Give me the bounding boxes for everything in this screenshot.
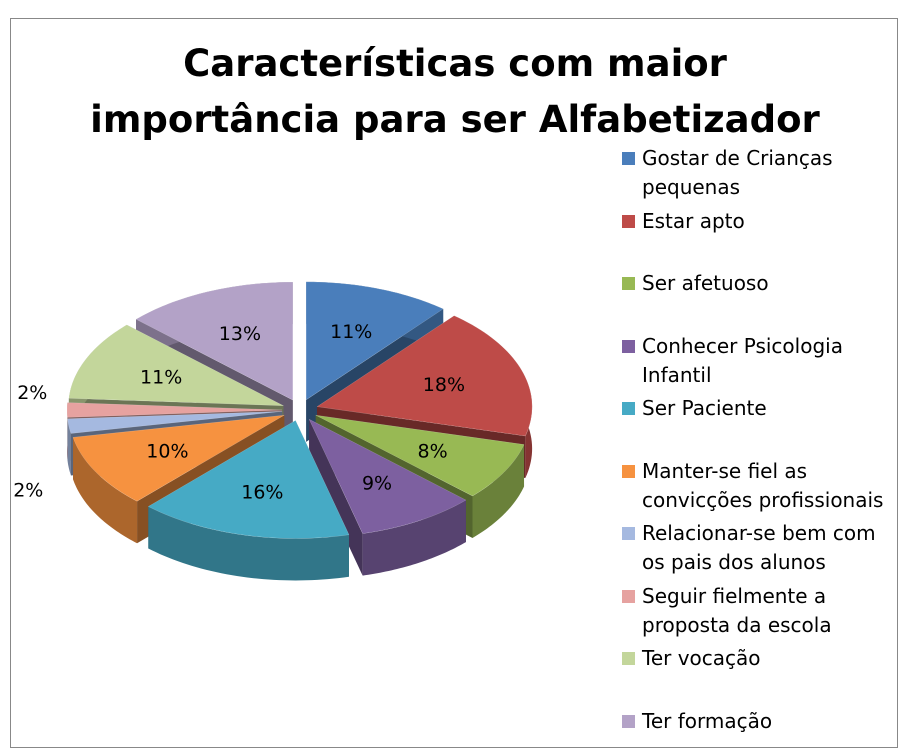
slice (315, 414, 525, 497)
data-label: 10% (146, 440, 188, 462)
legend-swatch (622, 277, 635, 290)
data-label: 11% (330, 321, 372, 343)
legend-swatch (622, 527, 635, 540)
legend-label: Gostar de Crianças pequenas (642, 146, 833, 199)
legend-swatch (622, 652, 635, 665)
legend-item: Conhecer Psicologia Infantil (622, 332, 902, 390)
slice (305, 281, 444, 401)
slice-side (472, 444, 525, 538)
slice-side (73, 437, 138, 544)
legend-swatch (622, 339, 635, 353)
slice-side (148, 506, 349, 581)
data-label: 13% (219, 323, 261, 345)
slice (68, 324, 284, 406)
legend-label: Ter vocação (642, 646, 761, 670)
data-label: 16% (241, 481, 283, 503)
legend-item: Relacionar-se bem com os pais dos alunos (622, 519, 902, 577)
slice (67, 411, 283, 434)
legend-label: Ser Paciente (642, 396, 767, 420)
data-label: 9% (362, 472, 392, 494)
legend-label: Ter formação (642, 708, 773, 733)
legend-swatch (622, 214, 635, 228)
legend-swatch (622, 589, 635, 603)
legend-item: Ter vocação (622, 644, 902, 673)
legend-item: Seguir fielmente a proposta da escola (622, 582, 902, 640)
slice (308, 418, 467, 534)
legend-label: Conhecer Psicologia Infantil (642, 333, 843, 387)
chart-frame (10, 18, 898, 748)
legend-label: Ser afetuoso (642, 271, 769, 295)
legend-label: Manter-se fiel as convicções profissiona… (642, 458, 884, 512)
data-label: 18% (423, 374, 465, 396)
data-label: 2% (13, 479, 43, 501)
data-label: 2% (17, 382, 47, 404)
slice-side (67, 418, 71, 476)
chart-title: importância para ser Alfabetizador (90, 98, 820, 141)
legend-swatch (622, 464, 635, 478)
legend-label: Estar apto (642, 208, 745, 233)
legend-swatch (622, 402, 635, 415)
legend-item: Manter-se fiel as convicções profissiona… (622, 457, 902, 515)
legend-swatch (622, 714, 635, 728)
chart-title: Características com maior (183, 42, 728, 85)
slice-side (309, 419, 363, 576)
legend-swatch (622, 152, 635, 165)
data-label: 8% (418, 440, 448, 462)
slice (316, 315, 533, 437)
slice (147, 420, 350, 539)
legend-item: Ser afetuoso (622, 269, 902, 298)
legend-item: Ser Paciente (622, 394, 902, 423)
data-label: 11% (140, 367, 182, 389)
legend-label: Seguir fielmente a proposta da escola (642, 583, 832, 637)
slice-side (362, 500, 466, 576)
legend-label: Relacionar-se bem com os pais dos alunos (642, 521, 876, 574)
slice (72, 414, 285, 502)
legend-item: Ter formação (622, 707, 902, 736)
legend-item: Estar apto (622, 207, 902, 236)
slice (135, 281, 294, 401)
slice (66, 402, 283, 418)
legend-item: Gostar de Crianças pequenas (622, 144, 902, 202)
